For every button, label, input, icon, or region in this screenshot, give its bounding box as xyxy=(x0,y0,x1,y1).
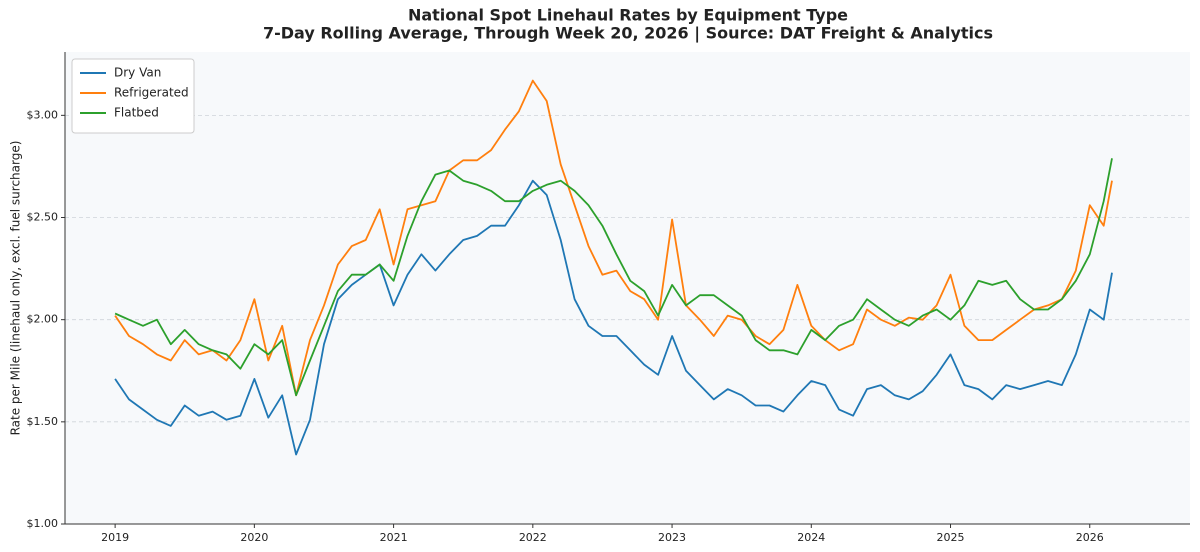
x-tick-label: 2024 xyxy=(797,531,825,544)
x-tick-label: 2025 xyxy=(937,531,965,544)
x-tick-label: 2019 xyxy=(101,531,129,544)
x-tick-label: 2023 xyxy=(658,531,686,544)
chart-title: National Spot Linehaul Rates by Equipmen… xyxy=(408,6,848,25)
y-axis-label: Rate per Mile (linehaul only, excl. fuel… xyxy=(9,141,23,436)
y-tick-label: $1.50 xyxy=(27,415,59,428)
legend-label: Refrigerated xyxy=(114,86,189,100)
y-tick-label: $2.50 xyxy=(27,211,59,224)
y-tick-label: $2.00 xyxy=(27,313,59,326)
legend-label: Flatbed xyxy=(114,106,159,120)
x-tick-label: 2022 xyxy=(519,531,547,544)
x-tick-label: 2026 xyxy=(1076,531,1104,544)
series-line xyxy=(114,179,1113,456)
legend-box xyxy=(71,58,195,134)
legend-label: Dry Van xyxy=(114,66,161,80)
series-line xyxy=(114,158,1113,397)
y-tick-label: $1.00 xyxy=(27,517,59,530)
y-tick-label: $3.00 xyxy=(27,108,59,121)
x-tick-label: 2021 xyxy=(380,531,408,544)
legend: Dry Van Refrigerated Flatbed xyxy=(71,58,195,134)
chart-subtitle: 7-Day Rolling Average, Through Week 20, … xyxy=(263,24,993,44)
x-tick-label: 2020 xyxy=(240,531,268,544)
series-line xyxy=(114,79,1113,397)
